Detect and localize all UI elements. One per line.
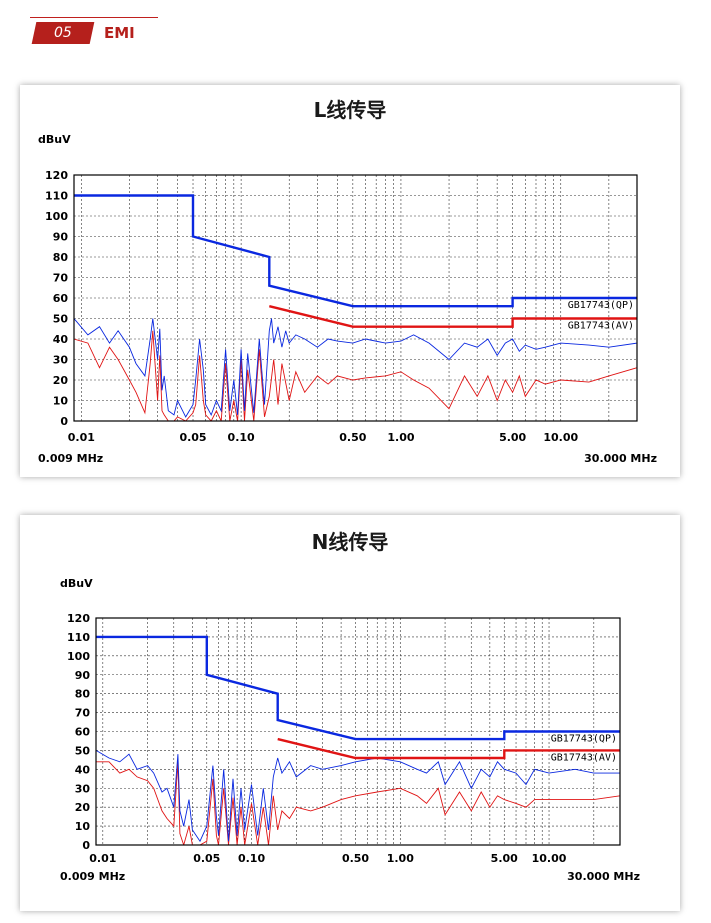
x-tick-label: 10.00: [532, 852, 567, 865]
qp-limit-line: [96, 635, 620, 741]
y-tick-label: 100: [67, 650, 90, 663]
chart-panel-n: N线传导 dBuV 120 110 100 90 80 70 60 50 40 30 20 10 0 0.01…: [20, 515, 680, 911]
av-limit-label: GB17743(AV): [551, 752, 617, 763]
y-tick-label: 80: [75, 688, 91, 701]
y-tick-label: 60: [75, 726, 91, 739]
qp-limit-label: GB17743(QP): [568, 300, 634, 311]
x-tick-label: 10.00: [543, 431, 578, 444]
y-tick-label: 50: [75, 744, 91, 757]
chart-title: N线传导: [312, 530, 389, 554]
emi-chart-n: N线传导dBuV12011010090807060504030201000.01…: [60, 530, 640, 883]
x-tick-label: 0.01: [89, 852, 116, 865]
y-tick-label: 30: [75, 782, 91, 795]
y-tick-label: 0: [60, 415, 68, 428]
x-tick-label: 0.50: [339, 431, 366, 444]
y-tick-label: 120: [67, 612, 90, 625]
av-limit-line: [269, 305, 637, 328]
section-title: EMI: [104, 24, 135, 42]
start-frequency-label: 0.009 MHz: [60, 870, 125, 883]
chart-title: L线传导: [314, 98, 387, 122]
y-tick-label: 70: [75, 707, 91, 720]
y-tick-label: 60: [53, 292, 69, 305]
av-measurement-trace: [74, 330, 637, 421]
y-tick-label: 10: [75, 820, 91, 833]
av-measurement-trace: [96, 761, 620, 845]
y-tick-label: 70: [53, 272, 69, 285]
y-tick-label: 40: [75, 763, 91, 776]
chart-panel-l: L线传导 dBuV 120 110 100 90 80 70 60 50 40 30 20 10 0 0.01…: [20, 85, 680, 477]
x-tick-label: 0.10: [238, 852, 265, 865]
y-tick-label: 90: [75, 669, 91, 682]
x-tick-label: 0.50: [342, 852, 369, 865]
y-axis-label: dBuV: [38, 133, 71, 146]
stop-frequency-label: 30.000 MHz: [567, 870, 640, 883]
x-tick-label: 1.00: [387, 431, 414, 444]
qp-limit-label: GB17743(QP): [551, 734, 617, 745]
y-tick-label: 20: [53, 374, 69, 387]
x-tick-label: 5.00: [491, 852, 518, 865]
y-tick-label: 50: [53, 313, 69, 326]
start-frequency-label: 0.009 MHz: [38, 452, 103, 465]
section-number-badge: 05: [31, 22, 95, 44]
av-limit-line: [277, 737, 620, 760]
x-tick-label: 1.00: [387, 852, 414, 865]
av-limit-label: GB17743(AV): [568, 321, 634, 332]
x-tick-label: 0.10: [228, 431, 255, 444]
y-tick-label: 30: [53, 354, 69, 367]
qp-measurement-trace: [74, 318, 637, 418]
y-tick-label: 100: [45, 210, 68, 223]
y-tick-label: 120: [45, 169, 68, 182]
x-tick-label: 0.01: [68, 431, 95, 444]
y-tick-label: 20: [75, 801, 91, 814]
qp-limit-line: [74, 194, 637, 308]
x-tick-label: 0.05: [193, 852, 220, 865]
plot-frame: [95, 617, 621, 846]
qp-measurement-trace: [96, 750, 620, 843]
y-tick-label: 40: [53, 333, 69, 346]
emi-chart-l: L线传导dBuV12011010090807060504030201000.01…: [38, 98, 657, 465]
section-header: 05 EMI: [30, 14, 158, 44]
y-axis-label: dBuV: [60, 577, 93, 590]
section-number: 05: [54, 25, 72, 41]
plot-frame: [73, 174, 638, 422]
y-tick-label: 80: [53, 251, 69, 264]
y-tick-label: 90: [53, 231, 69, 244]
y-tick-label: 110: [67, 631, 90, 644]
y-tick-label: 110: [45, 190, 68, 203]
stop-frequency-label: 30.000 MHz: [584, 452, 657, 465]
y-tick-label: 10: [53, 395, 69, 408]
header-rule: [30, 17, 158, 18]
y-tick-label: 0: [82, 839, 90, 852]
x-tick-label: 5.00: [499, 431, 526, 444]
x-tick-label: 0.05: [179, 431, 206, 444]
